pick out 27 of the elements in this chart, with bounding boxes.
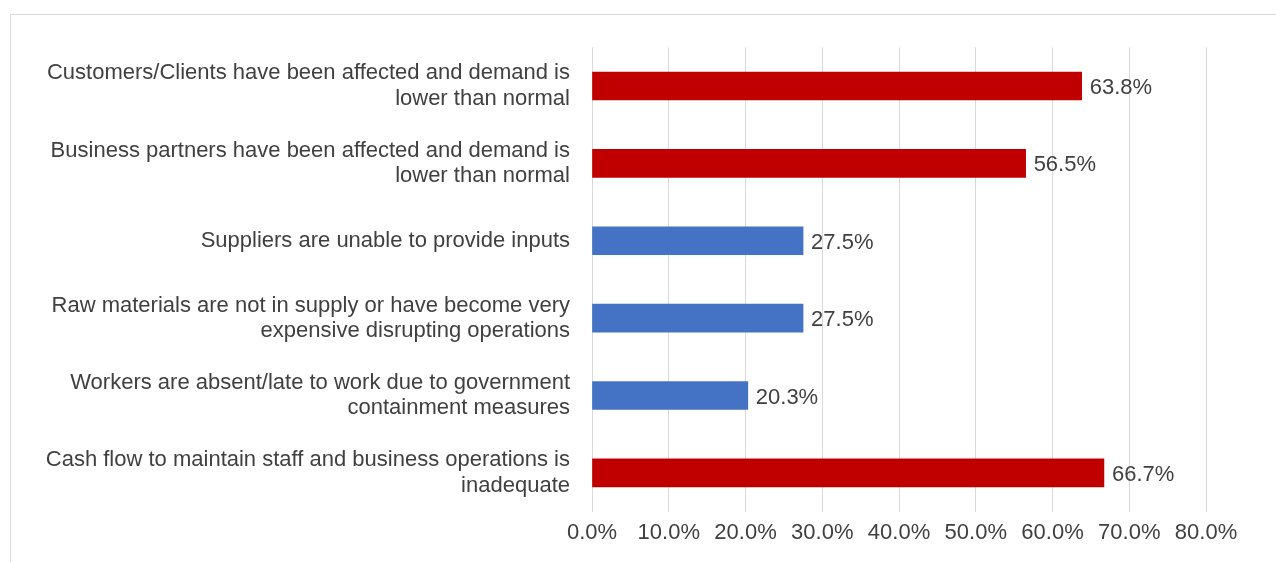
bar xyxy=(592,149,1026,178)
x-tick-label: 60.0% xyxy=(1021,518,1084,544)
data-label: 27.5% xyxy=(811,228,874,254)
y-tick-label: Business partners have been affected and demand is lower than normal xyxy=(50,136,570,188)
data-label: 66.7% xyxy=(1111,460,1175,486)
data-label: 27.5% xyxy=(811,306,874,332)
bar xyxy=(592,303,804,333)
x-tick-label: 10.0% xyxy=(637,518,700,544)
x-tick-label: 40.0% xyxy=(867,518,931,544)
bar xyxy=(592,226,804,256)
data-label: 20.3% xyxy=(755,383,819,409)
bar xyxy=(592,458,1105,488)
y-tick-label: Workers are absent/late to work due to government containment measures xyxy=(70,368,570,420)
bar xyxy=(592,71,1082,101)
x-tick-label: 0.0% xyxy=(566,518,618,544)
data-label: 63.8% xyxy=(1089,74,1153,100)
x-tick-label: 70.0% xyxy=(1098,518,1161,544)
data-label: 56.5% xyxy=(1033,151,1097,177)
x-tick-label: 80.0% xyxy=(1174,518,1238,544)
x-tick-label: 20.0% xyxy=(714,518,777,544)
x-tick-label: 50.0% xyxy=(944,518,1007,544)
y-tick-label: Cash flow to maintain staff and business operations is inadequate xyxy=(45,446,570,497)
x-tick-label: 30.0% xyxy=(791,518,854,544)
bar xyxy=(592,381,749,410)
y-tick-label: Suppliers are unable to provide inputs xyxy=(200,226,570,252)
y-tick-label: Customers/Clients have been affected and demand is lower than normal xyxy=(46,59,570,110)
y-tick-label: Raw materials are not in supply or have become very expensive disrupting operations xyxy=(51,291,570,342)
